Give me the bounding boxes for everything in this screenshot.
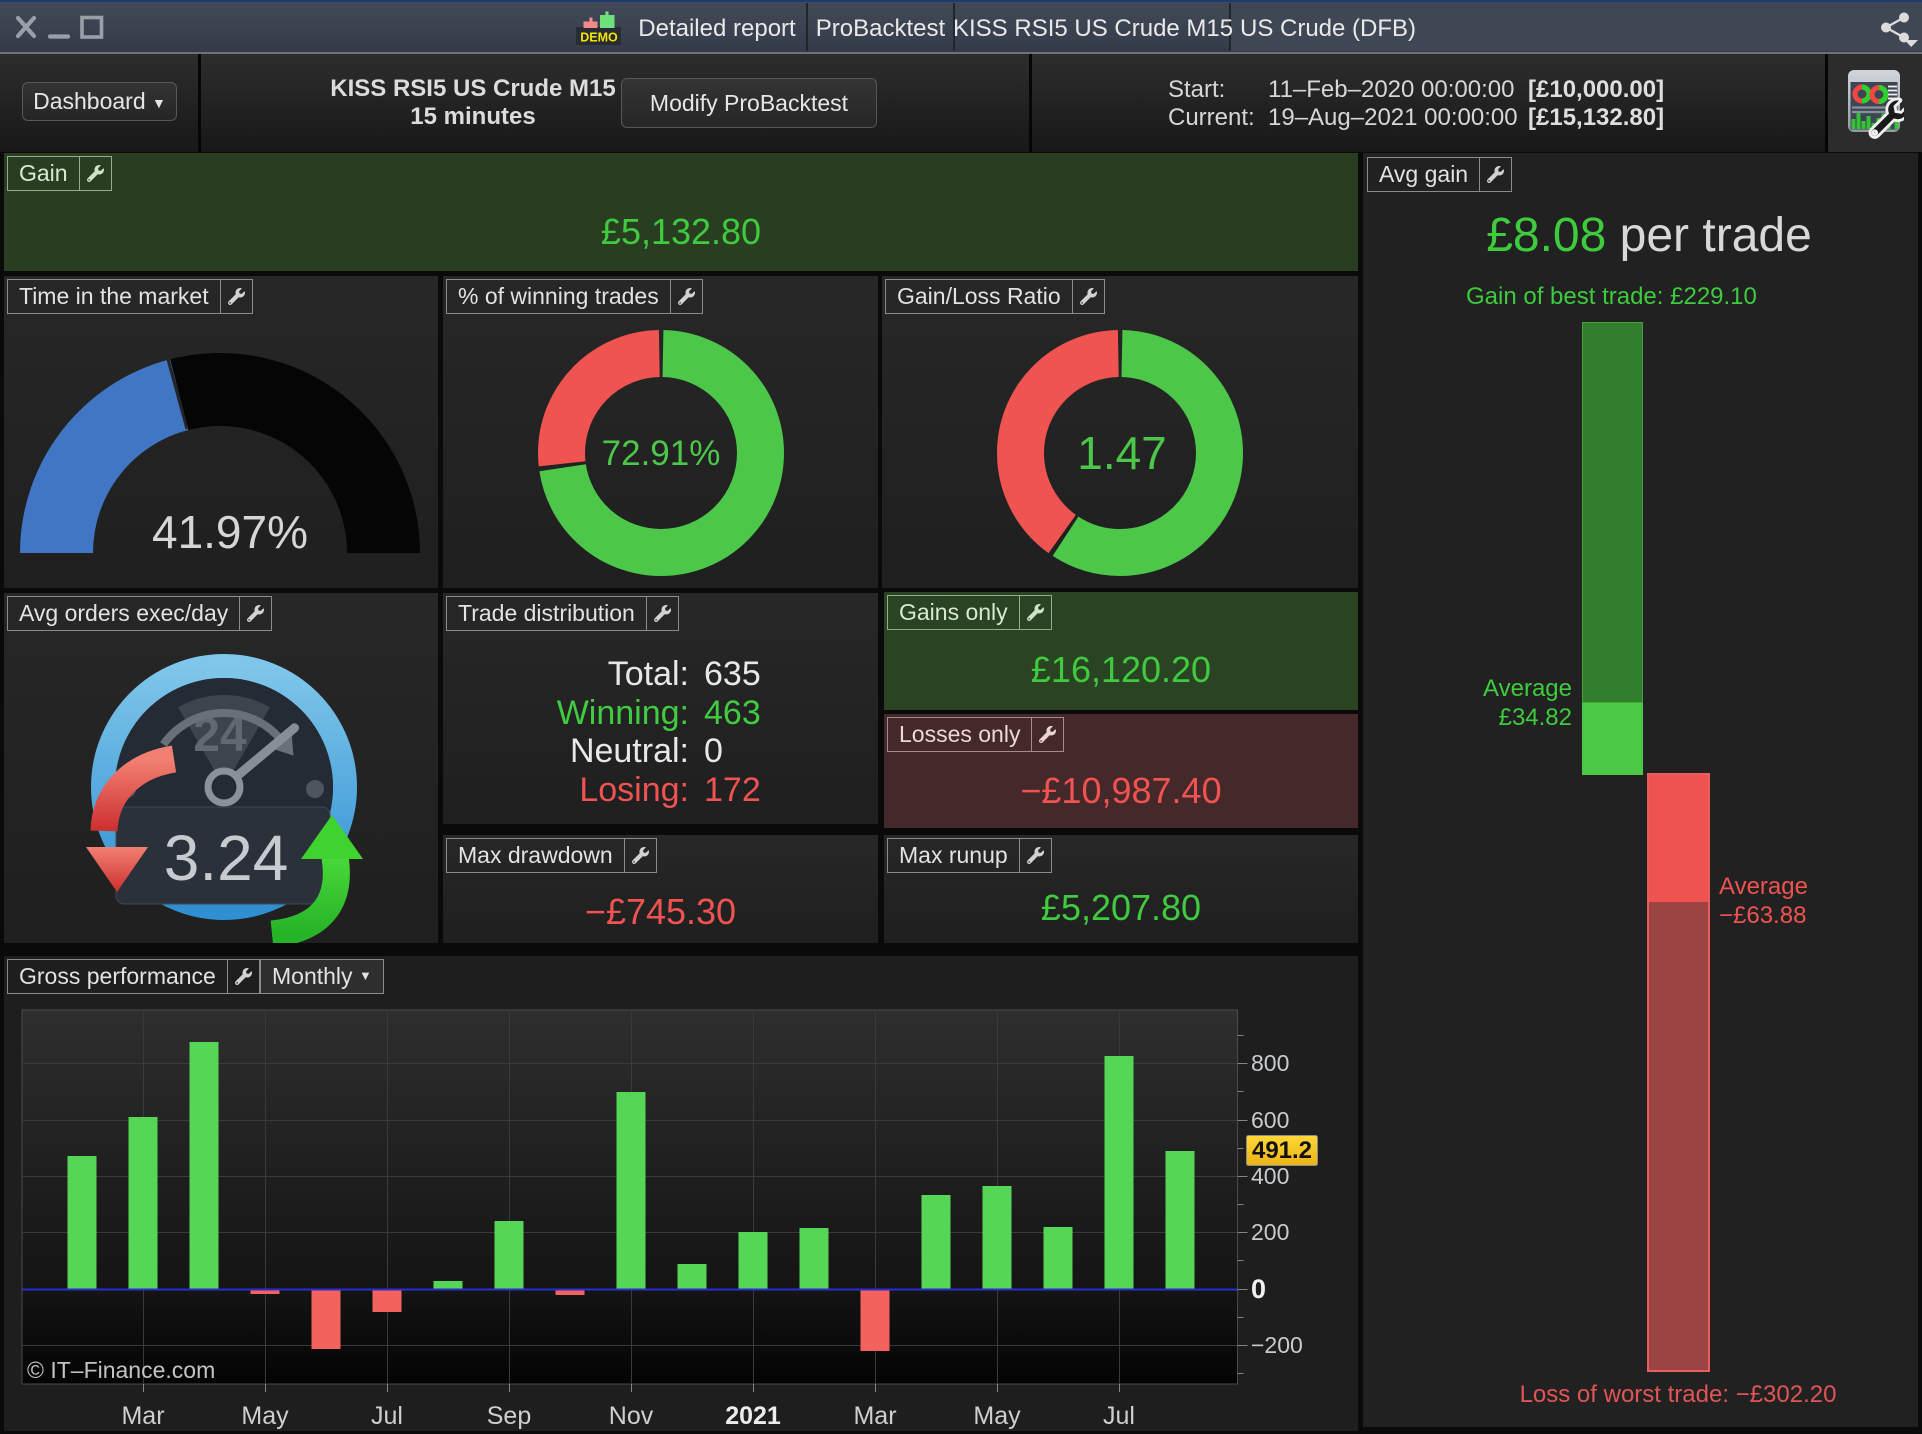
svg-text:41.97%: 41.97% xyxy=(152,506,308,558)
svg-text:400: 400 xyxy=(1251,1163,1289,1189)
svg-text:Jul: Jul xyxy=(1103,1402,1135,1430)
svg-text:Sep: Sep xyxy=(487,1402,531,1430)
svg-text:0: 0 xyxy=(1251,1274,1266,1304)
svg-text:Mar: Mar xyxy=(121,1402,164,1430)
svg-text:200: 200 xyxy=(1251,1219,1289,1245)
svg-text:1.47: 1.47 xyxy=(1077,427,1167,479)
svg-text:491.2: 491.2 xyxy=(1252,1137,1312,1164)
svg-text:May: May xyxy=(241,1402,289,1430)
svg-text:3.24: 3.24 xyxy=(164,822,289,894)
svg-text:Nov: Nov xyxy=(609,1402,654,1430)
svg-text:Jul: Jul xyxy=(371,1402,403,1430)
svg-text:72.91%: 72.91% xyxy=(602,434,721,473)
svg-text:DEMO: DEMO xyxy=(580,31,618,45)
svg-text:−200: −200 xyxy=(1251,1332,1303,1358)
svg-text:600: 600 xyxy=(1251,1107,1289,1133)
svg-text:2021: 2021 xyxy=(725,1402,781,1430)
svg-text:May: May xyxy=(973,1402,1021,1430)
svg-text:800: 800 xyxy=(1251,1050,1289,1076)
svg-text:Mar: Mar xyxy=(853,1402,896,1430)
svg-text:© IT–Finance.com: © IT–Finance.com xyxy=(27,1357,215,1383)
